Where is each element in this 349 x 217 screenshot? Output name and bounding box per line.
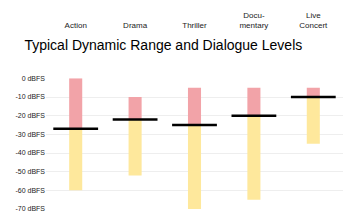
svg-text:-20 dBFS: -20 dBFS xyxy=(15,112,45,119)
svg-text:Action: Action xyxy=(65,21,87,30)
svg-text:-10 dBFS: -10 dBFS xyxy=(15,93,45,100)
svg-text:-40 dBFS: -40 dBFS xyxy=(15,149,45,156)
svg-text:-60 dBFS: -60 dBFS xyxy=(15,187,45,194)
svg-text:-70 dBFS: -70 dBFS xyxy=(15,205,45,212)
svg-text:-30 dBFS: -30 dBFS xyxy=(15,131,45,138)
svg-text:Drama: Drama xyxy=(123,21,148,30)
svg-text:Docu-mentary: Docu-mentary xyxy=(239,11,268,30)
svg-text:0 dBFS: 0 dBFS xyxy=(22,75,46,82)
svg-text:Thriller: Thriller xyxy=(182,21,207,30)
svg-text:-50 dBFS: -50 dBFS xyxy=(15,168,45,175)
svg-text:Typical Dynamic Range and Dial: Typical Dynamic Range and Dialogue Level… xyxy=(24,37,302,53)
svg-text:LiveConcert: LiveConcert xyxy=(299,11,328,30)
